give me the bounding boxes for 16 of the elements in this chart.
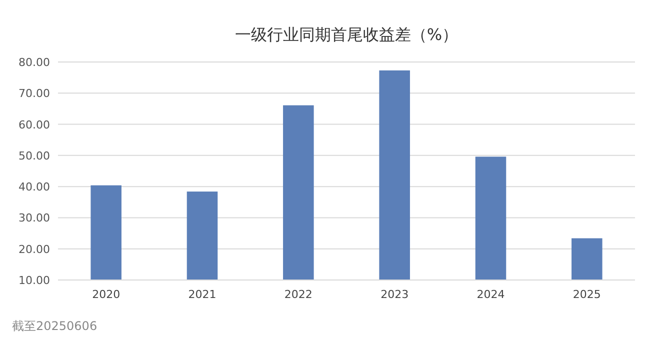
y-tick-label: 20.00 bbox=[18, 242, 50, 256]
x-tick-label: 2025 bbox=[572, 288, 601, 301]
y-tick-label: 10.00 bbox=[18, 274, 50, 287]
y-tick-label: 70.00 bbox=[18, 87, 50, 100]
x-tick-label: 2020 bbox=[92, 288, 120, 301]
x-tick-label: 2024 bbox=[476, 288, 505, 301]
y-tick-label: 50.00 bbox=[18, 149, 50, 162]
chart-title: 一级行业同期首尾收益差（%） bbox=[234, 25, 458, 44]
x-tick-label: 2021 bbox=[188, 288, 216, 301]
y-tick-label: 60.00 bbox=[18, 118, 50, 132]
y-tick-label: 40.00 bbox=[18, 180, 50, 194]
y-tick-label: 80.00 bbox=[18, 56, 50, 69]
text: 截至20250606 bbox=[12, 319, 98, 333]
x-tick-label: 2022 bbox=[284, 288, 312, 301]
x-tick-label: 2023 bbox=[380, 288, 409, 301]
y-tick-label: 30.00 bbox=[18, 212, 50, 225]
